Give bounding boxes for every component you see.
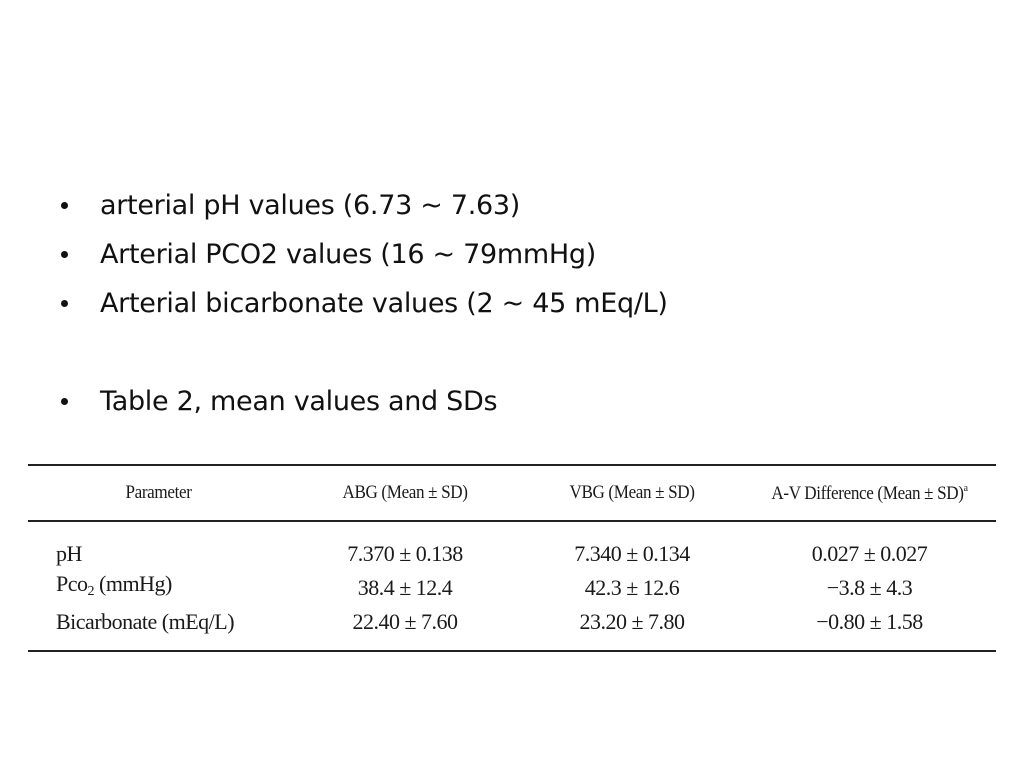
bullet-item-bicarbonate-range: Arterial bicarbonate values (2 ~ 45 mEq/… bbox=[56, 284, 668, 333]
footnote-marker: a bbox=[963, 481, 968, 494]
results-table-container: Parameter ABG (Mean ± SD) VBG (Mean ± SD… bbox=[28, 464, 996, 652]
cell-parameter: Pco2 (mmHg) bbox=[28, 569, 289, 607]
header-vbg: VBG (Mean ± SD) bbox=[532, 465, 732, 522]
cell-parameter: pH bbox=[28, 521, 289, 569]
bullet-icon bbox=[61, 251, 68, 258]
parameter-subscript: 2 bbox=[87, 584, 95, 599]
header-abg: ABG (Mean ± SD) bbox=[300, 465, 510, 522]
cell-vbg: 7.340 ± 0.134 bbox=[574, 541, 690, 566]
bullet-item-table-ref: Table 2, mean values and SDs bbox=[56, 382, 668, 431]
cell-av-difference: 0.027 ± 0.027 bbox=[811, 541, 928, 566]
results-table: Parameter ABG (Mean ± SD) VBG (Mean ± SD… bbox=[28, 464, 996, 652]
parameter-label: pH bbox=[56, 541, 82, 566]
cell-av-difference: −0.80 ± 1.58 bbox=[816, 609, 923, 634]
bullet-text: Arterial bicarbonate values (2 ~ 45 mEq/… bbox=[100, 288, 668, 319]
cell-parameter: Bicarbonate (mEq/L) bbox=[28, 607, 289, 651]
cell-av-difference: −3.8 ± 4.3 bbox=[826, 575, 913, 600]
bullet-icon bbox=[61, 300, 68, 307]
cell-vbg: 42.3 ± 12.6 bbox=[584, 575, 680, 600]
bullet-item-ph-range: arterial pH values (6.73 ~ 7.63) bbox=[56, 186, 668, 235]
cell-vbg: 23.20 ± 7.80 bbox=[579, 609, 685, 634]
bullet-icon bbox=[61, 202, 68, 209]
bullet-text: Table 2, mean values and SDs bbox=[100, 386, 498, 417]
parameter-label: Pco bbox=[56, 571, 88, 596]
header-av-difference-label: A-V Difference (Mean ± SD) bbox=[771, 482, 964, 504]
table-header-row: Parameter ABG (Mean ± SD) VBG (Mean ± SD… bbox=[28, 465, 996, 522]
bullet-text: Arterial PCO2 values (16 ~ 79mmHg) bbox=[100, 239, 596, 270]
bullet-icon bbox=[61, 398, 68, 405]
parameter-label: Bicarbonate (mEq/L) bbox=[56, 609, 235, 634]
cell-abg: 7.370 ± 0.138 bbox=[347, 541, 463, 566]
cell-abg: 38.4 ± 12.4 bbox=[357, 575, 453, 600]
table-row: Pco2 (mmHg) 38.4 ± 12.4 42.3 ± 12.6 −3.8… bbox=[28, 569, 996, 607]
parameter-unit: (mmHg) bbox=[94, 571, 172, 596]
table-row: Bicarbonate (mEq/L) 22.40 ± 7.60 23.20 ±… bbox=[28, 607, 996, 651]
cell-abg: 22.40 ± 7.60 bbox=[352, 609, 458, 634]
bullet-list: arterial pH values (6.73 ~ 7.63) Arteria… bbox=[56, 186, 668, 431]
header-av-difference: A-V Difference (Mean ± SD)a bbox=[755, 465, 984, 522]
table-row: pH 7.370 ± 0.138 7.340 ± 0.134 0.027 ± 0… bbox=[28, 521, 996, 569]
bullet-text: arterial pH values (6.73 ~ 7.63) bbox=[100, 190, 520, 221]
header-parameter: Parameter bbox=[41, 465, 276, 522]
bullet-item-pco2-range: Arterial PCO2 values (16 ~ 79mmHg) bbox=[56, 235, 668, 284]
